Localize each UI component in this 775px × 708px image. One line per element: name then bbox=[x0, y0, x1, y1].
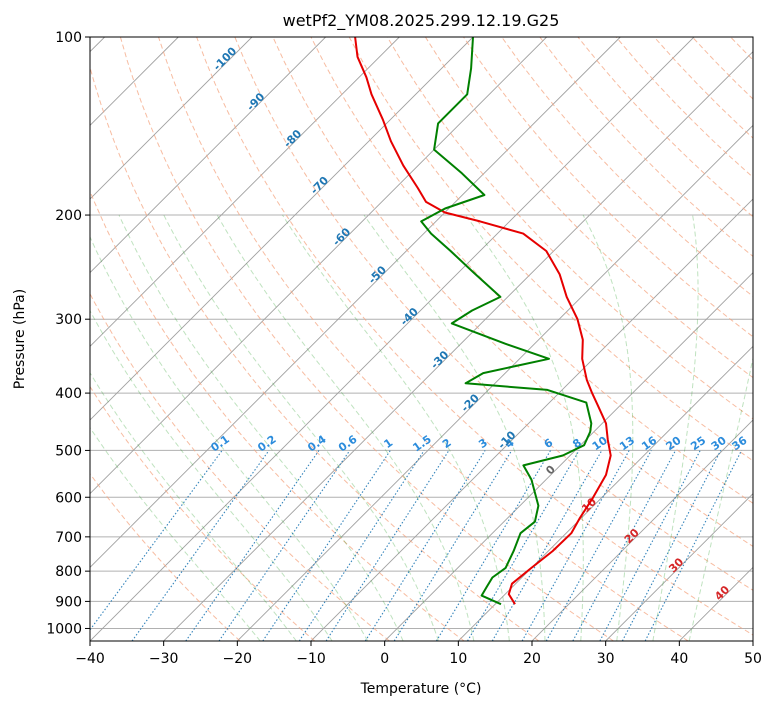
moist-adiabat bbox=[688, 355, 753, 641]
y-tick-label: 100 bbox=[55, 30, 82, 46]
y-axis-ticks: 100 200 300 400 500 600 700 800 900 1000 bbox=[46, 30, 90, 637]
isotherm-line bbox=[90, 37, 547, 495]
y-tick-label: 700 bbox=[55, 530, 82, 546]
dry-adiabat bbox=[272, 37, 753, 547]
dry-adiabat bbox=[196, 37, 753, 636]
mixing-ratio-line bbox=[599, 450, 701, 641]
y-tick-label: 300 bbox=[55, 312, 82, 328]
mixing-ratio-lines bbox=[90, 450, 742, 641]
x-tick-label: 50 bbox=[744, 651, 762, 667]
mixing-ratio-line bbox=[644, 450, 742, 641]
isotherm-line bbox=[90, 37, 621, 568]
x-tick-label: −40 bbox=[75, 651, 105, 667]
mixing-ratio-line bbox=[131, 450, 270, 641]
pressure-gridlines bbox=[90, 37, 753, 629]
moist-adiabat bbox=[118, 214, 404, 641]
y-tick-label: 400 bbox=[55, 386, 82, 402]
moist-adiabat bbox=[582, 214, 634, 641]
moist-adiabat-lines bbox=[90, 214, 753, 641]
dry-adiabat bbox=[424, 37, 753, 379]
plot-frame bbox=[89, 36, 754, 642]
isotherm-line bbox=[384, 272, 753, 641]
y-tick-label: 800 bbox=[55, 564, 82, 580]
x-axis-label: Temperature (°C) bbox=[360, 681, 482, 697]
isotherm-line bbox=[90, 37, 695, 641]
mixing-ratio-line bbox=[491, 450, 603, 641]
dry-adiabat-lines bbox=[90, 37, 753, 641]
mixing-ratio-line bbox=[621, 450, 722, 641]
mixing-ratio-line bbox=[364, 450, 486, 641]
y-tick-label: 900 bbox=[55, 594, 82, 610]
mixing-ratio-line bbox=[218, 450, 351, 641]
chart-title: wetPf2_YM08.2025.299.12.19.G25 bbox=[283, 11, 560, 31]
mixing-ratio-line bbox=[298, 450, 425, 641]
isotherm-line bbox=[605, 493, 753, 641]
dry-adiabat bbox=[348, 37, 753, 462]
mixing-ratio-line bbox=[325, 450, 450, 641]
dry-adiabat bbox=[90, 472, 241, 641]
moist-adiabat bbox=[90, 235, 369, 641]
moist-adiabat bbox=[363, 214, 546, 641]
x-tick-label: 0 bbox=[380, 651, 389, 667]
temperature-profile-line bbox=[354, 37, 612, 605]
moist-adiabat bbox=[90, 309, 333, 641]
dry-adiabat bbox=[158, 37, 689, 641]
y-tick-label: 500 bbox=[55, 443, 82, 459]
moist-adiabat bbox=[282, 214, 510, 641]
moist-adiabat bbox=[90, 371, 297, 641]
dry-adiabat bbox=[90, 385, 316, 641]
x-tick-label: −30 bbox=[149, 651, 179, 667]
profile-series bbox=[354, 37, 612, 606]
moist-adiabat bbox=[90, 426, 261, 641]
mixing-ratio-line bbox=[572, 450, 677, 641]
dry-adiabat bbox=[90, 292, 390, 641]
x-tick-label: −10 bbox=[296, 651, 326, 667]
dewpoint-profile-line bbox=[420, 37, 593, 606]
isotherm-line bbox=[458, 345, 753, 641]
y-tick-label: 600 bbox=[55, 490, 82, 506]
moist-adiabat bbox=[163, 214, 439, 641]
x-axis-ticks: −40 −30 −20 −10 0 10 20 30 40 50 bbox=[75, 641, 762, 667]
dry-adiabat bbox=[119, 37, 614, 641]
mixing-ratio-line bbox=[545, 450, 652, 641]
mixing-ratio-line bbox=[521, 450, 630, 641]
x-tick-label: 20 bbox=[523, 651, 541, 667]
dry-adiabat bbox=[90, 65, 540, 641]
y-tick-label: 200 bbox=[55, 208, 82, 224]
dry-adiabat bbox=[234, 37, 753, 591]
moist-adiabat bbox=[465, 214, 584, 641]
isotherm-line bbox=[90, 37, 400, 347]
y-tick-label: 1000 bbox=[46, 621, 82, 637]
mixing-ratio-line bbox=[90, 450, 223, 631]
mixing-ratio-line bbox=[393, 450, 513, 641]
isotherm-line bbox=[90, 37, 253, 200]
isotherm-line bbox=[531, 419, 753, 641]
moist-adiabat bbox=[652, 214, 699, 641]
mixing-ratio-line bbox=[185, 450, 320, 641]
dry-adiabat bbox=[90, 190, 465, 641]
y-axis-label: Pressure (hPa) bbox=[12, 289, 28, 389]
x-tick-label: 10 bbox=[449, 651, 467, 667]
isotherm-line bbox=[310, 198, 753, 641]
dry-adiabat bbox=[463, 37, 753, 338]
isotherm-line bbox=[237, 124, 753, 641]
x-tick-label: 40 bbox=[670, 651, 688, 667]
x-tick-label: 30 bbox=[597, 651, 615, 667]
isotherm-line bbox=[90, 37, 326, 274]
isotherm-line bbox=[90, 37, 474, 421]
x-tick-label: −20 bbox=[223, 651, 253, 667]
